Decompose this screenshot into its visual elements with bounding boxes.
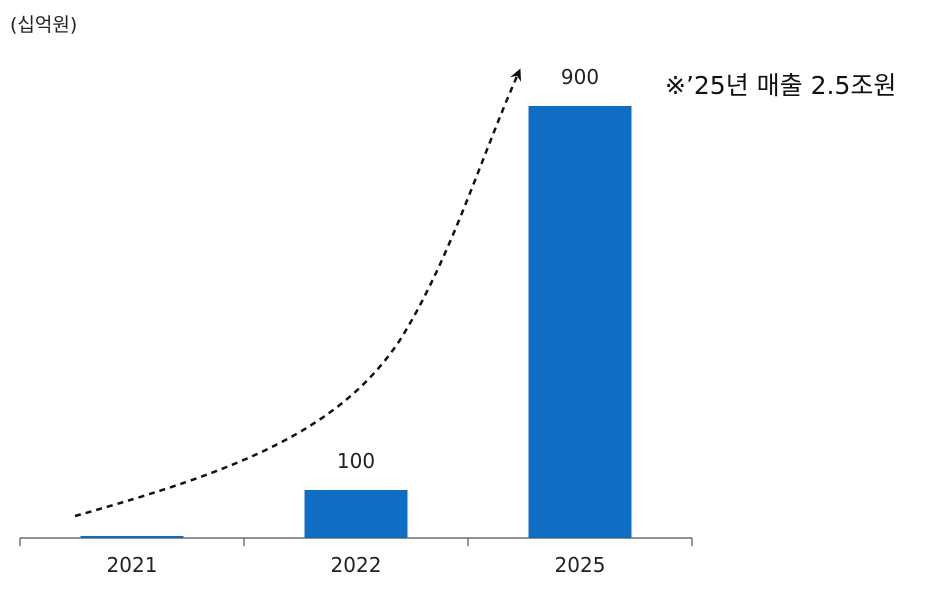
data-label-2025: 900	[561, 65, 599, 89]
unit-label: (십억원)	[10, 14, 78, 36]
bar-2022	[304, 490, 408, 538]
revenue-annotation: ※’25년 매출 2.5조원	[665, 71, 897, 100]
bar-2025	[528, 106, 632, 538]
trend-arrow	[74, 68, 522, 518]
x-tick-label: 2025	[555, 553, 606, 577]
bar-2021	[80, 536, 184, 538]
data-label-2022: 100	[337, 449, 375, 473]
x-tick-label: 2022	[331, 553, 382, 577]
x-tick-label: 2021	[107, 553, 158, 577]
